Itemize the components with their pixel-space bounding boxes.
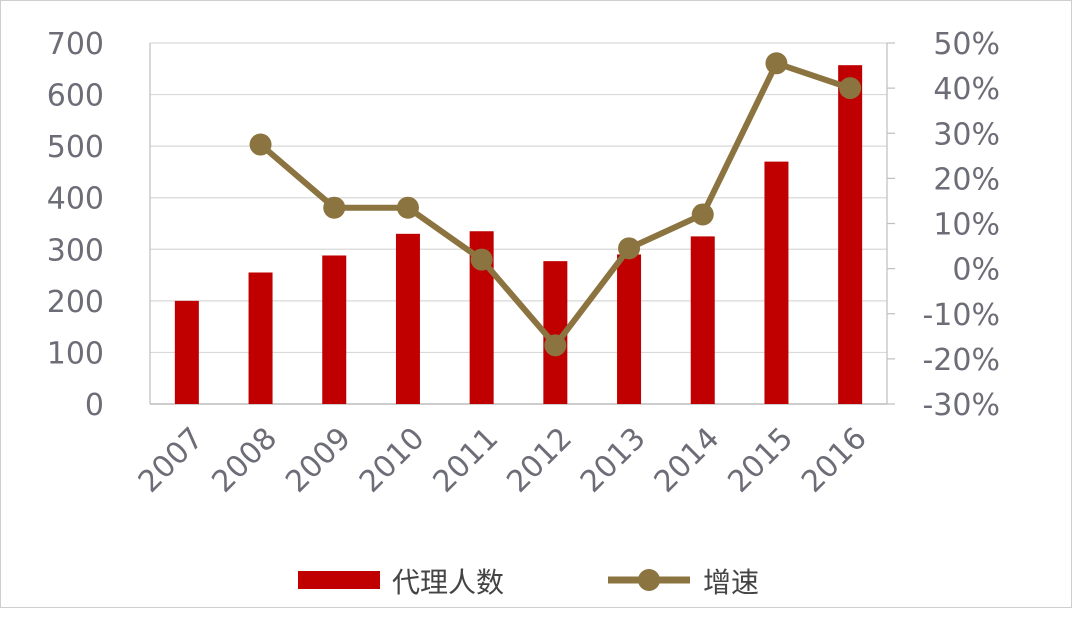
x-tick-label: 2012 xyxy=(500,421,579,500)
x-tick-label: 2014 xyxy=(648,421,727,500)
growth-point xyxy=(839,77,862,100)
growth-line xyxy=(249,52,862,357)
growth-point xyxy=(396,196,419,219)
growth-point xyxy=(249,133,272,156)
legend-marker-growth xyxy=(638,569,660,591)
x-tick-label: 2007 xyxy=(132,421,211,500)
growth-point xyxy=(544,334,567,357)
left-tick-label: 300 xyxy=(47,233,104,268)
right-axis-ticks: -30% -20% -10% 0% 10% 20% 30% 40% 50% xyxy=(922,27,1000,423)
x-tick-label: 2008 xyxy=(205,421,284,500)
left-tick-label: 0 xyxy=(85,388,104,423)
bar xyxy=(322,255,347,404)
legend-label-growth: 增速 xyxy=(703,566,759,599)
right-tick-label: 0% xyxy=(952,253,1000,288)
x-tick-label: 2013 xyxy=(574,421,653,500)
bar xyxy=(248,272,273,404)
growth-point xyxy=(765,52,788,75)
right-tick-label: -30% xyxy=(922,388,1000,423)
x-tick-label: 2010 xyxy=(353,421,432,500)
x-tick-label: 2011 xyxy=(427,421,506,500)
growth-point xyxy=(691,203,714,226)
bar xyxy=(174,300,199,404)
left-tick-label: 400 xyxy=(47,182,104,217)
bar xyxy=(838,65,863,404)
legend-label-agents: 代理人数 xyxy=(392,566,504,599)
legend-swatch-agents xyxy=(298,571,380,589)
left-axis-ticks: 0 100 200 300 400 500 600 700 xyxy=(47,27,104,423)
left-tick-label: 500 xyxy=(47,130,104,165)
axes xyxy=(149,42,895,405)
right-tick-label: 30% xyxy=(933,117,1000,152)
right-tick-label: -20% xyxy=(922,343,1000,378)
right-tick-label: 40% xyxy=(933,72,1000,107)
left-tick-label: 100 xyxy=(47,336,104,371)
right-tick-label: 50% xyxy=(933,27,1000,62)
right-tick-label: 20% xyxy=(933,162,1000,197)
growth-point xyxy=(470,248,493,271)
growth-point xyxy=(323,196,346,219)
bar xyxy=(764,161,789,404)
growth-point xyxy=(618,237,641,260)
bar xyxy=(690,236,715,404)
x-tick-label: 2016 xyxy=(795,421,874,500)
left-tick-label: 700 xyxy=(47,27,104,62)
left-tick-label: 600 xyxy=(47,79,104,114)
left-tick-label: 200 xyxy=(47,285,104,320)
x-tick-label: 2015 xyxy=(721,421,800,500)
bars xyxy=(174,65,863,404)
right-tick-label: 10% xyxy=(933,208,1000,243)
bar xyxy=(617,254,642,404)
right-tick-label: -10% xyxy=(922,298,1000,333)
legend: 代理人数 增速 xyxy=(298,566,759,599)
x-tick-label: 2009 xyxy=(279,421,358,500)
bar xyxy=(395,233,420,404)
